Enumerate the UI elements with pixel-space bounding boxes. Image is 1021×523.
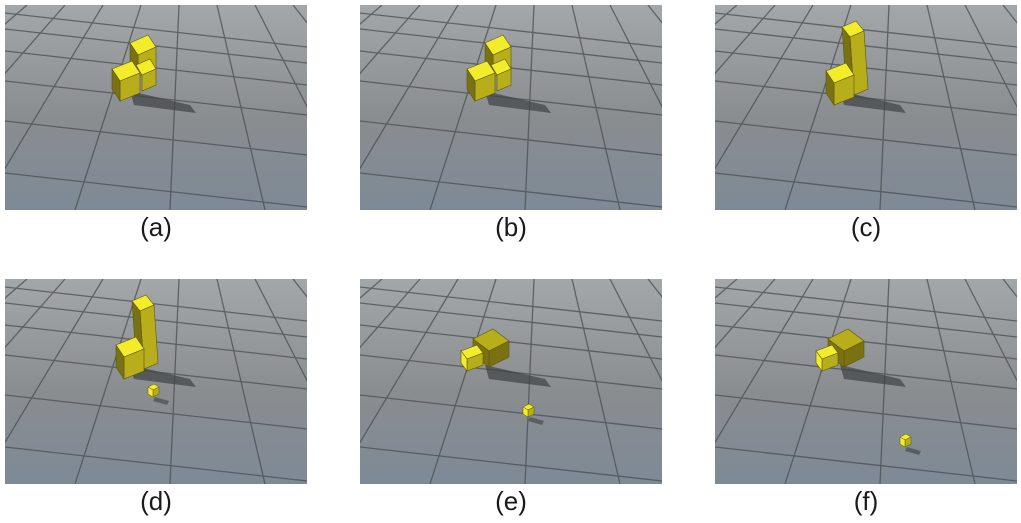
block-shadow: [130, 91, 196, 113]
block-shadow: [485, 91, 551, 113]
caption-f: (f): [853, 486, 879, 516]
yellow-block-assembly: [825, 20, 869, 106]
scene-render: [5, 279, 307, 484]
panel-a: [5, 5, 307, 210]
small-cube: [522, 403, 535, 418]
caption-b: (b): [495, 212, 527, 242]
caption-e: (e): [495, 486, 527, 516]
yellow-block-assembly: [466, 34, 512, 102]
block-shadow: [840, 365, 906, 387]
panel-e: [360, 279, 662, 484]
panel-f: [715, 279, 1017, 484]
block-shadow: [130, 365, 196, 387]
panel-c: [715, 5, 1017, 210]
scene-render: [360, 279, 662, 484]
yellow-block-assembly: [815, 328, 865, 372]
block-shadow: [485, 365, 551, 387]
floor-tile-grid: [360, 5, 662, 210]
yellow-block-assembly: [111, 34, 157, 102]
scene-render: [5, 5, 307, 210]
scene-render: [360, 5, 662, 210]
yellow-block-assembly: [460, 328, 510, 372]
caption-a: (a): [140, 212, 172, 242]
small-cube: [147, 383, 160, 398]
caption-c: (c): [850, 212, 882, 242]
small-cube: [899, 433, 912, 448]
panel-d: [5, 279, 307, 484]
yellow-block-assembly: [115, 294, 159, 380]
caption-d: (d): [140, 486, 172, 516]
scene-render: [715, 5, 1017, 210]
block-shadow: [840, 91, 906, 113]
scene-render: [715, 279, 1017, 484]
panel-b: [360, 5, 662, 210]
